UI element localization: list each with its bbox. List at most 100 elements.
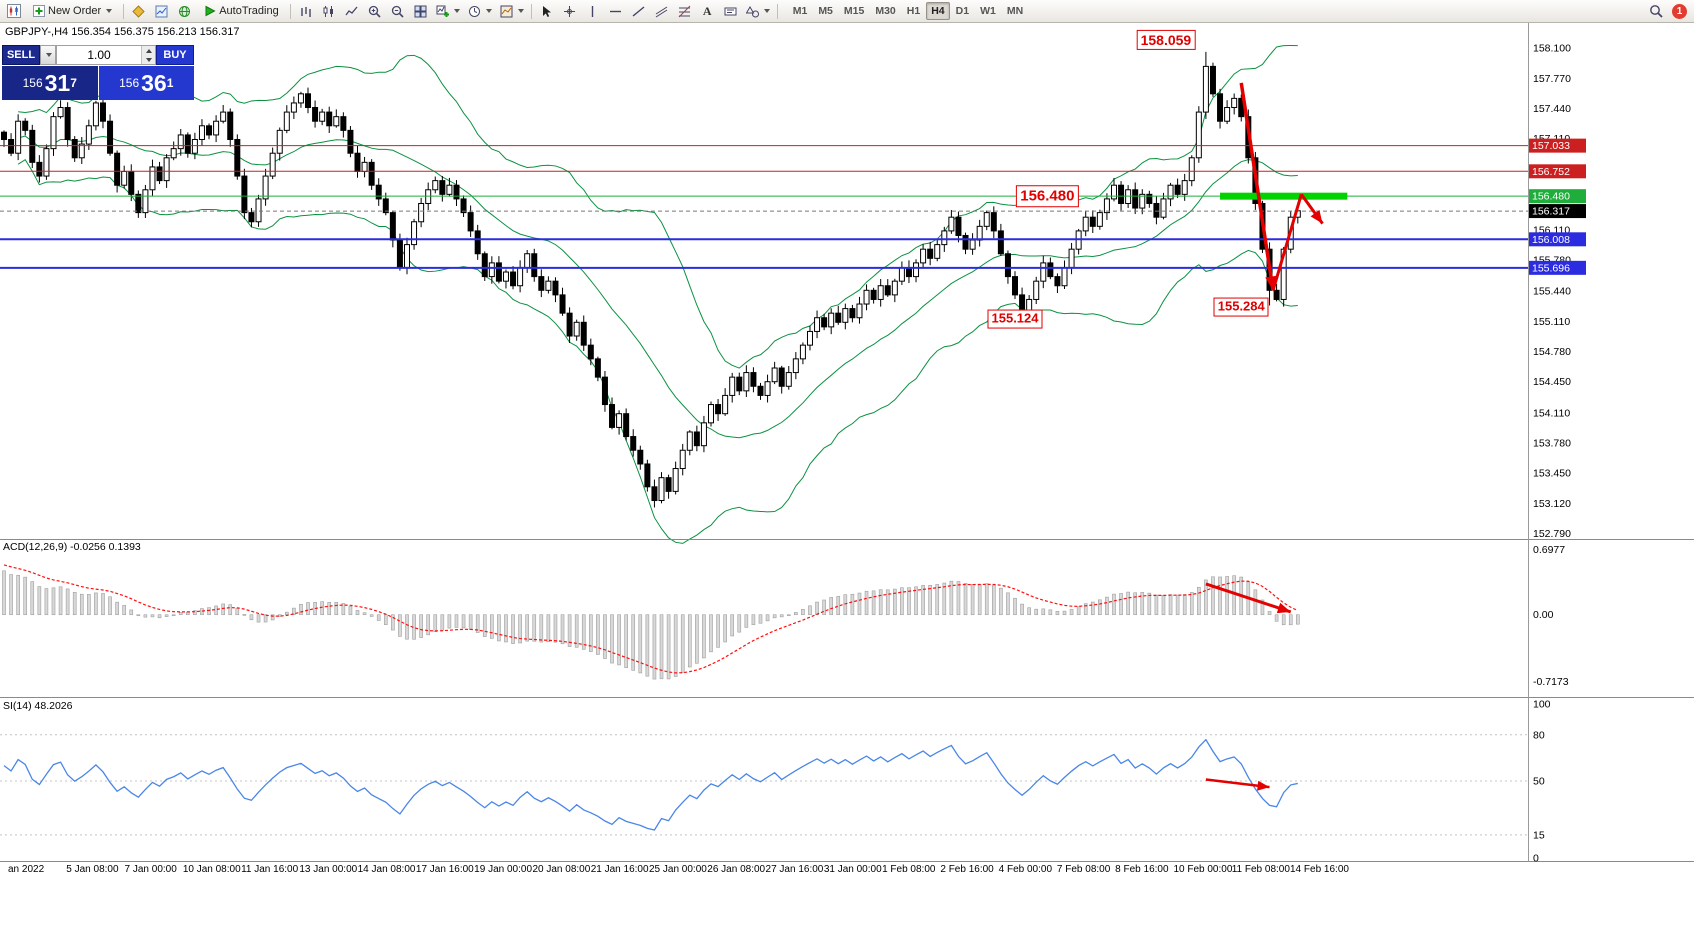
bars-icon [301,6,311,17]
trend-arrow[interactable] [1239,82,1275,291]
channel-tool[interactable] [651,2,672,21]
svg-text:157.770: 157.770 [1533,73,1571,85]
volume-decrease-button[interactable] [142,55,155,64]
triangle-up-icon [145,48,152,53]
timeframe-h1[interactable]: H1 [902,2,925,20]
shapes-icon [745,5,759,17]
candlesticks [1,51,1301,508]
macd-signal-line [3,564,1299,674]
trade-panel-prices: 156 31 7 156 36 1 [2,66,194,100]
buy-button[interactable]: BUY [156,45,194,65]
timeframe-m1[interactable]: M1 [788,2,813,20]
bollinger-lower [17,159,1298,544]
svg-text:50: 50 [1533,776,1545,788]
svg-text:26 Jan 08:00: 26 Jan 08:00 [707,864,765,875]
templates-icon[interactable] [497,2,527,21]
bollinger-upper [18,45,1298,369]
sell-button[interactable]: SELL [2,45,40,65]
svg-text:156.317: 156.317 [1532,206,1570,218]
shapes-tool[interactable] [743,2,773,21]
candlestick-chart-icon[interactable] [318,2,339,21]
macd-label: ACD(12,26,9) -0.0256 0.1393 [3,541,141,553]
svg-text:2 Feb 16:00: 2 Feb 16:00 [940,864,994,875]
zoom-in-icon[interactable] [364,2,385,21]
trendline-tool[interactable] [628,2,649,21]
fibonacci-tool[interactable] [674,2,695,21]
svg-text:0: 0 [1533,853,1539,865]
metaeditor-icon[interactable] [128,2,149,21]
market-watch-icon[interactable] [151,2,172,21]
sell-price-pips: 31 [44,69,71,96]
zoom-out-icon[interactable] [387,2,408,21]
buy-price-frac: 1 [166,76,174,90]
annotation-price-label[interactable]: 155.124 [987,309,1043,329]
search-icon[interactable] [1645,2,1666,21]
arrow-cursor-icon [542,5,551,17]
trend-arrow[interactable] [1205,582,1292,614]
svg-text:154.450: 154.450 [1533,376,1571,388]
svg-text:13 Jan 00:00: 13 Jan 00:00 [299,864,357,875]
timeframe-m5[interactable]: M5 [813,2,838,20]
timeframe-w1[interactable]: W1 [975,2,1001,20]
toolbar-separator [289,3,291,19]
notification-badge[interactable]: 1 [1672,3,1687,19]
svg-text:10 Jan 08:00: 10 Jan 08:00 [183,864,241,875]
refresh-icon[interactable] [174,2,195,21]
svg-text:155.440: 155.440 [1533,286,1571,298]
toolbar-separator [530,3,532,19]
horizontal-line-tool[interactable] [605,2,626,21]
trend-annotations[interactable] [1205,82,1324,791]
volume-field-wrap [56,45,156,65]
text-label-tool[interactable] [720,2,741,21]
triangle-down-icon [145,57,152,62]
tile-windows-icon[interactable] [410,2,431,21]
new-order-button[interactable]: New Order [26,2,119,21]
order-type-dropdown[interactable] [40,45,56,65]
indicators-icon[interactable] [433,2,463,21]
line-chart-icon[interactable] [341,2,362,21]
volume-input[interactable] [57,46,141,64]
annotation-price-label[interactable]: 155.284 [1213,297,1269,317]
svg-text:158.100: 158.100 [1533,43,1571,55]
periods-dropdown-icon[interactable] [465,2,495,21]
bollinger-middle [18,135,1298,439]
trend-arrow[interactable] [1271,193,1303,291]
mini-chart-icon [155,5,168,17]
text-tool[interactable]: A [697,2,718,21]
toolbar-separator [123,3,125,19]
rsi-indicator [0,734,1529,836]
svg-text:19 Jan 00:00: 19 Jan 00:00 [474,864,532,875]
svg-text:1 Feb 08:00: 1 Feb 08:00 [882,864,936,875]
vline-icon [591,5,593,17]
main-toolbar: New Order AutoTrading [0,0,1694,23]
bar-chart-icon[interactable] [295,2,316,21]
sell-price-display[interactable]: 156 31 7 [2,66,98,100]
annotation-price-label[interactable]: 156.480 [1016,185,1079,207]
timeframe-d1[interactable]: D1 [951,2,974,20]
crosshair-icon[interactable] [559,2,580,21]
buy-price-display[interactable]: 156 36 1 [98,66,194,100]
svg-text:100: 100 [1533,699,1551,711]
annotation-price-label[interactable]: 158.059 [1136,29,1196,50]
clock-icon [468,5,480,17]
timeframe-m30[interactable]: M30 [870,2,900,20]
vertical-line-tool[interactable] [582,2,603,21]
autotrading-button[interactable]: AutoTrading [197,2,286,21]
timeframe-m15[interactable]: M15 [839,2,869,20]
autotrading-label: AutoTrading [219,5,279,17]
trendline-icon [632,5,645,17]
green-zone-highlight[interactable] [1220,192,1348,200]
volume-increase-button[interactable] [142,46,155,55]
svg-text:17 Jan 16:00: 17 Jan 16:00 [416,864,474,875]
chart-window-icon[interactable] [3,2,24,21]
timeframe-h4[interactable]: H4 [926,2,950,20]
timeframe-mn[interactable]: MN [1002,2,1028,20]
panel-separators [0,22,1694,862]
svg-text:an 2022: an 2022 [8,864,45,875]
svg-text:31 Jan 00:00: 31 Jan 00:00 [824,864,882,875]
trade-panel-controls: SELL BUY [2,45,194,65]
cursor-icon[interactable] [536,2,557,21]
